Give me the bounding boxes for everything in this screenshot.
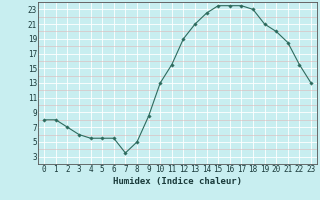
X-axis label: Humidex (Indice chaleur): Humidex (Indice chaleur) [113, 177, 242, 186]
